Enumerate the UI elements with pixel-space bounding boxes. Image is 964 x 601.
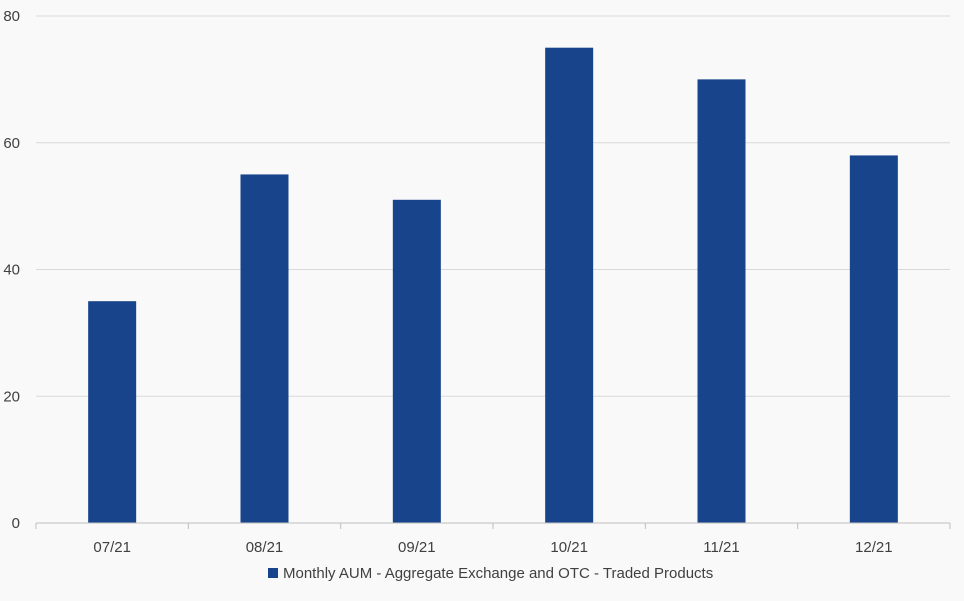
- axes: 0 20 40 60 80 07/21 08/21 09/21 10/21 11/21 12/21: [3, 8, 951, 556]
- bar-10-21: [545, 47, 594, 523]
- y-tick-label: 0: [12, 515, 20, 532]
- x-tick-label: 08/21: [246, 539, 284, 556]
- legend-swatch: [268, 568, 278, 578]
- y-tick-label: 60: [3, 135, 20, 152]
- bar-12-21: [849, 155, 898, 524]
- y-tick-label: 20: [3, 388, 20, 405]
- x-tick-label: 11/21: [703, 539, 739, 556]
- x-tick-label: 09/21: [398, 539, 436, 556]
- y-tick-label: 40: [3, 262, 20, 279]
- gridlines: [36, 15, 950, 397]
- bar-11-21: [697, 79, 746, 523]
- bar-09-21: [392, 199, 441, 523]
- legend: Monthly AUM - Aggregate Exchange and OTC…: [268, 565, 713, 582]
- bar-08-21: [240, 174, 289, 523]
- y-tick-label: 80: [3, 8, 20, 25]
- x-tick-label: 12/21: [855, 539, 893, 556]
- bars: [88, 47, 898, 524]
- bar-07-21: [88, 301, 137, 523]
- x-tick-label: 07/21: [93, 539, 131, 556]
- legend-label: Monthly AUM - Aggregate Exchange and OTC…: [283, 565, 713, 582]
- x-tick-label: 10/21: [550, 539, 588, 556]
